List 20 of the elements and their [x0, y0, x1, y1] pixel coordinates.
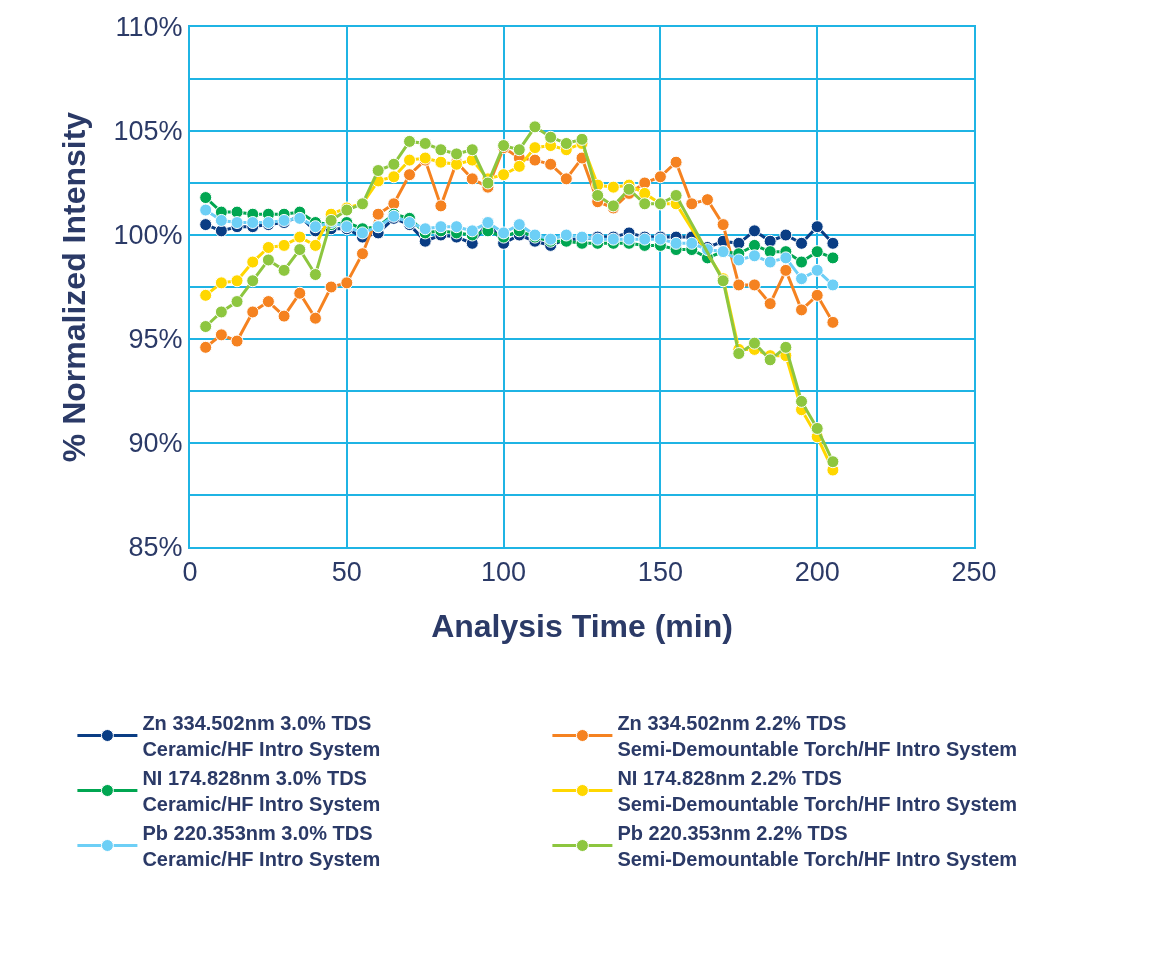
y-tick-label: 95%: [128, 324, 183, 355]
x-axis-title: Analysis Time (min): [431, 607, 733, 644]
x-tick-label: 100: [481, 557, 527, 588]
x-tick-label: 200: [794, 557, 840, 588]
x-tick-label: 150: [637, 557, 683, 588]
y-tick-label: 85%: [128, 532, 183, 563]
legend-label: NI 174.828nm 3.0% TDS Ceramic/HF Intro System: [142, 767, 381, 816]
y-tick-label: 110%: [115, 12, 183, 43]
legend-label: Zn 334.502nm 3.0% TDS Ceramic/HF Intro System: [142, 712, 381, 761]
legend-label: Pb 220.353nm 3.0% TDS Ceramic/HF Intro System: [142, 822, 381, 871]
x-tick-label: 250: [951, 557, 997, 588]
y-axis-title: % Normalized Intensity: [56, 111, 93, 463]
legend-label: Zn 334.502nm 2.2% TDS Semi-Demountable Torch/HF Intro System: [617, 712, 1018, 761]
legend-label: NI 174.828nm 2.2% TDS Semi-Demountable Torch/HF Intro System: [617, 767, 1018, 816]
legend-label: Pb 220.353nm 2.2% TDS Semi-Demountable Torch/HF Intro System: [617, 822, 1018, 871]
x-tick-label: 0: [182, 557, 198, 588]
y-tick-label: 90%: [128, 428, 183, 459]
y-tick-label: 105%: [113, 116, 183, 147]
x-tick-label: 50: [331, 557, 362, 588]
y-tick-label: 100%: [113, 220, 183, 251]
